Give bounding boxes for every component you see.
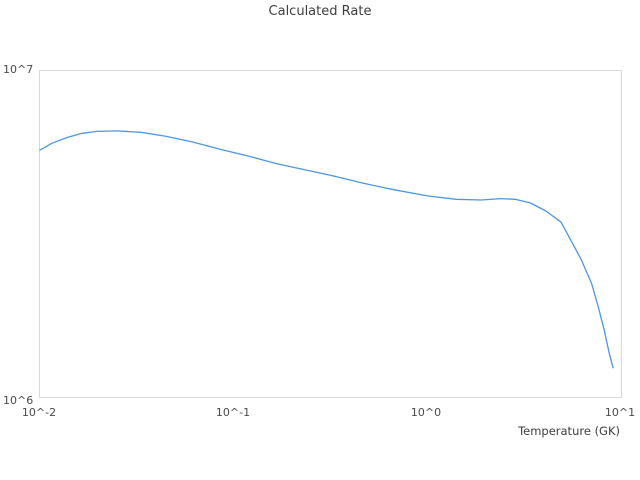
x-axis-tick-label-1e1: 10^1 [604,406,636,419]
y-axis-tick-label-1e7: 10^7 [3,63,34,76]
chart-title: Calculated Rate [268,4,372,19]
x-axis-tick-label-1e-2: 10^-2 [21,406,57,419]
rate-line [39,130,614,369]
x-axis-tick-label-1e-1: 10^-1 [215,406,251,419]
y-axis-tick-label-1e6: 10^6 [3,394,34,407]
plot-area [39,70,622,398]
x-axis-title: Temperature (GK) [518,424,620,438]
x-axis-tick-label-1e0: 10^0 [410,406,442,419]
rate-line-svg [39,130,614,369]
